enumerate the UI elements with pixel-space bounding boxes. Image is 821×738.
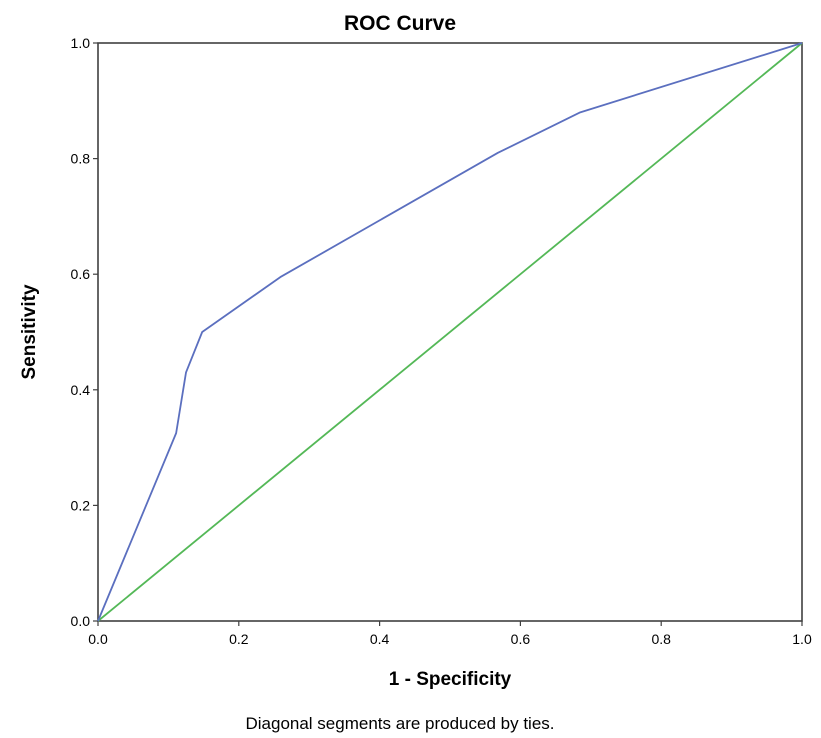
plot-frame (97, 42, 803, 622)
y-axis-label: Sensitivity (19, 284, 40, 379)
chart-title: ROC Curve (344, 12, 456, 35)
plot-area: 0.0 0.2 0.4 0.6 0.8 1.0 0.0 0.2 0.4 0.6 0.8 1.0 (71, 35, 812, 647)
series-layer (97, 42, 803, 622)
chart-footnote: Diagonal segments are produced by ties. (245, 714, 554, 733)
y-tick-label: 0.6 (71, 266, 91, 282)
y-tick-label: 1.0 (71, 35, 91, 51)
reference-diagonal-line (97, 42, 803, 622)
x-axis-label: 1 - Specificity (389, 669, 512, 690)
x-tick-label: 0.8 (651, 631, 671, 647)
x-tick-label: 1.0 (792, 631, 812, 647)
x-axis-ticks: 0.0 0.2 0.4 0.6 0.8 1.0 (88, 621, 812, 647)
x-tick-label: 0.4 (370, 631, 390, 647)
y-axis-ticks: 0.0 0.2 0.4 0.6 0.8 1.0 (71, 35, 98, 629)
x-tick-label: 0.2 (229, 631, 249, 647)
x-tick-label: 0.0 (88, 631, 108, 647)
y-tick-label: 0.0 (71, 613, 91, 629)
x-tick-label: 0.6 (511, 631, 531, 647)
y-tick-label: 0.4 (71, 382, 91, 398)
y-tick-label: 0.8 (71, 151, 91, 167)
y-tick-label: 0.2 (71, 497, 91, 513)
roc-curve-line (97, 42, 803, 622)
